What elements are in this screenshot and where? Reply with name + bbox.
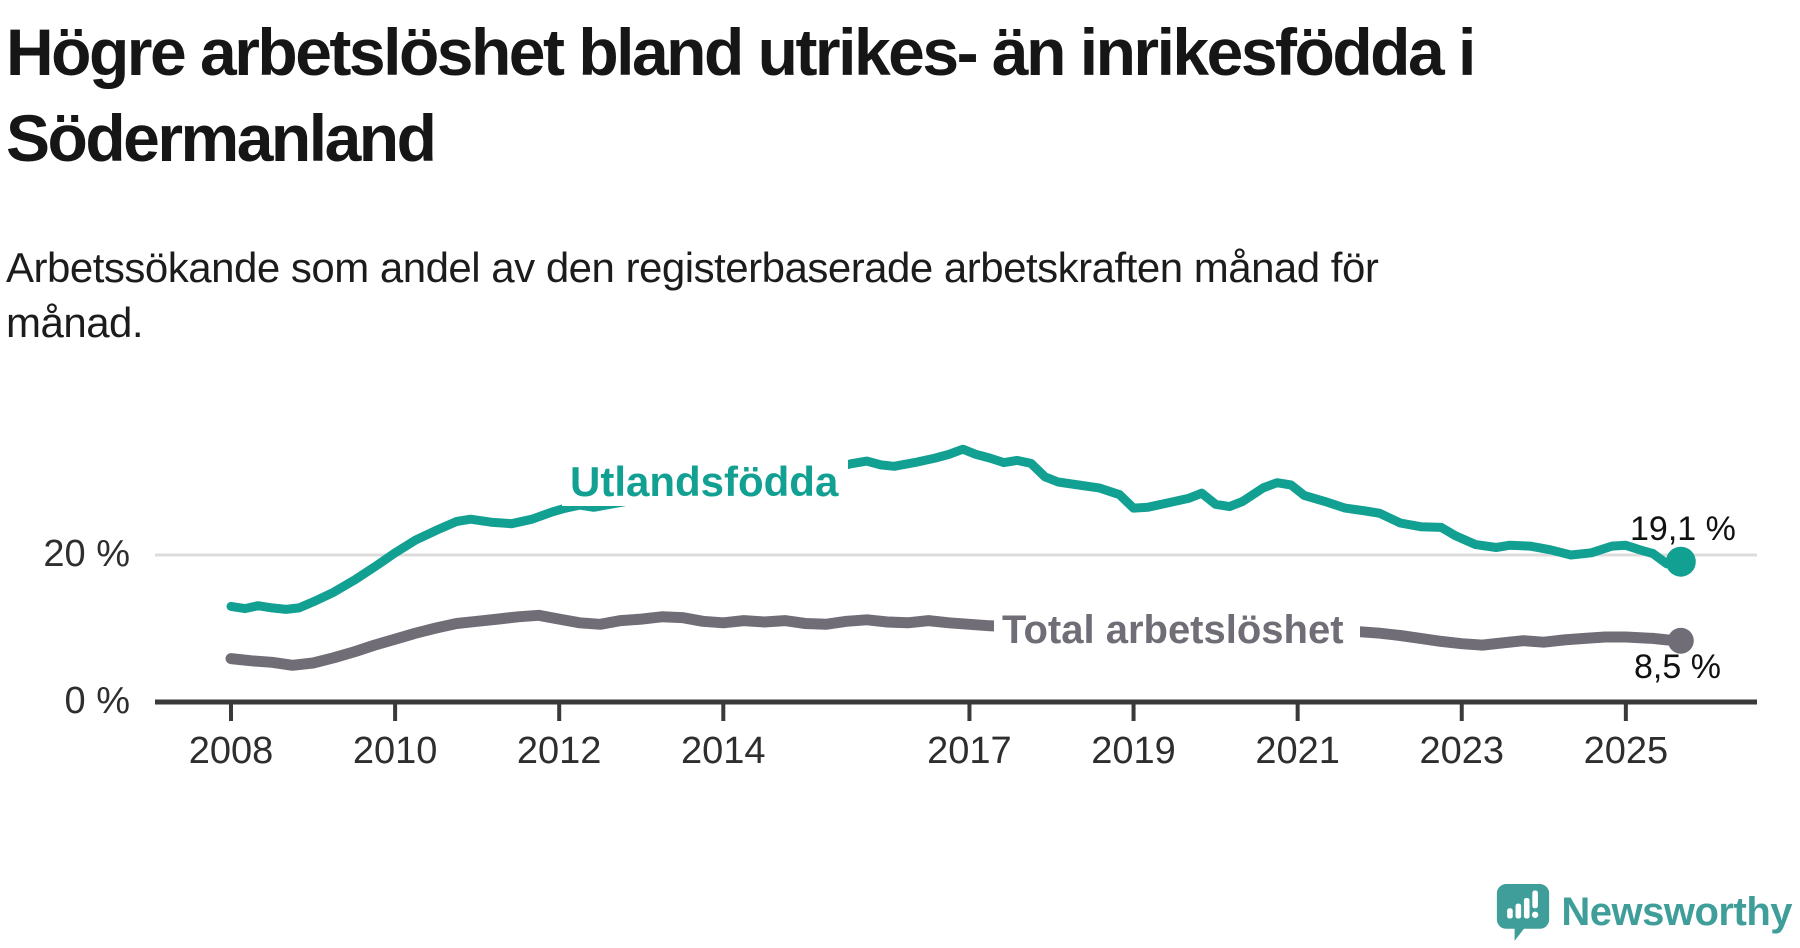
total-arbetsloshet-line xyxy=(225,609,1687,671)
utlandsfodda-end-dot xyxy=(1665,546,1696,577)
speech-bubble-shape xyxy=(1497,884,1550,941)
title-line-2: Södermanland xyxy=(6,100,437,175)
utlandsfodda-line xyxy=(226,444,1686,614)
x-tick-label: 2021 xyxy=(1255,730,1340,772)
x-tick-label: 2012 xyxy=(516,730,602,772)
page-title: Högre arbetslöshet bland utrikes- än inr… xyxy=(6,10,1476,182)
bar-2 xyxy=(1515,903,1522,919)
newsworthy-logo-text: Newsworthy xyxy=(1561,889,1792,934)
x-tick-label: 2008 xyxy=(188,730,274,772)
total-end-dot xyxy=(1667,627,1694,654)
end-value-label-total: 8,5 % xyxy=(1634,648,1721,686)
x-tick-label: 2019 xyxy=(1091,730,1176,772)
exclamation-dot xyxy=(1532,911,1539,918)
x-axis-ticks xyxy=(229,704,1628,721)
subtitle-line-2: månad. xyxy=(6,299,144,347)
x-tick-label: 2014 xyxy=(681,730,766,772)
y-axis-label-20: 20 % xyxy=(43,533,130,575)
x-tick-label: 2017 xyxy=(927,730,1012,772)
x-tick-label: 2023 xyxy=(1419,730,1505,772)
newsworthy-logo: Newsworthy xyxy=(1495,882,1792,942)
x-tick-label: 2010 xyxy=(352,730,438,772)
bar-3 xyxy=(1524,898,1530,919)
bar-1 xyxy=(1507,908,1514,919)
newsworthy-logo-icon xyxy=(1497,884,1550,941)
series-label-total: Total arbetslöshet xyxy=(994,607,1360,653)
y-axis-label-0: 0 % xyxy=(64,680,130,722)
x-tick-label: 2025 xyxy=(1583,730,1669,772)
exclamation-bar xyxy=(1532,890,1539,909)
end-value-label-utlandsfodda: 19,1 % xyxy=(1630,510,1736,548)
chart-subtitle: Arbetssökande som andel av den registerb… xyxy=(6,240,1379,351)
title-line-1: Högre arbetslöshet bland utrikes- än inr… xyxy=(6,15,1476,89)
series-label-utlandsfodda: Utlandsfödda xyxy=(562,458,849,507)
subtitle-line-1: Arbetssökande som andel av den registerb… xyxy=(6,244,1379,291)
